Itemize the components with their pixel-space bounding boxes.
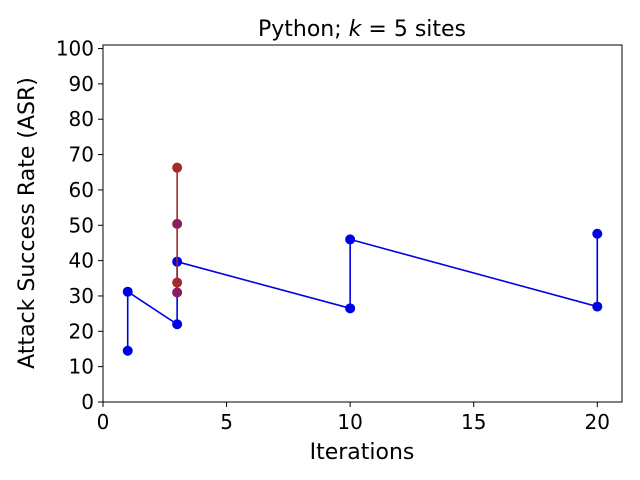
series-blue-point-5 xyxy=(345,234,356,245)
plot-marks xyxy=(122,162,603,356)
x-axis-ticks: 0 5 10 15 20 xyxy=(97,402,610,434)
series-red-point-0 xyxy=(172,277,183,288)
y-axis-label: Attack Success Rate (ASR) xyxy=(15,77,40,369)
chart-title-suffix: = 5 sites xyxy=(361,17,466,42)
series-blue-point-6 xyxy=(592,301,603,312)
y-tick-label-4: 40 xyxy=(69,249,94,273)
y-axis-ticks: 0 10 20 30 40 50 60 70 80 90 100 xyxy=(56,37,103,414)
y-tick-label-10: 100 xyxy=(56,37,94,61)
y-tick-label-2: 20 xyxy=(69,319,94,343)
y-tick-label-8: 80 xyxy=(69,107,94,131)
y-tick-label-1: 10 xyxy=(69,355,94,379)
y-tick-label-3: 30 xyxy=(69,284,94,308)
x-tick-label-1: 5 xyxy=(220,410,233,434)
overlap-point-0 xyxy=(172,218,183,229)
series-blue-line xyxy=(126,233,599,351)
series-blue-point-4 xyxy=(345,303,356,314)
series-blue-point-1 xyxy=(122,286,133,297)
series-blue-point-2 xyxy=(172,319,183,330)
x-tick-label-4: 20 xyxy=(585,410,610,434)
x-tick-label-0: 0 xyxy=(97,410,110,434)
series-red-point-1 xyxy=(172,162,183,173)
series-blue-point-0 xyxy=(122,345,133,356)
y-tick-label-5: 50 xyxy=(69,213,94,237)
y-tick-label-9: 90 xyxy=(69,72,94,96)
chart-title: Python; k = 5 sites xyxy=(258,17,466,42)
chart-title-var: k xyxy=(349,17,363,42)
plot-frame xyxy=(102,44,623,403)
chart-title-prefix: Python; xyxy=(258,17,349,42)
y-tick-label-6: 60 xyxy=(69,178,94,202)
y-tick-label-7: 70 xyxy=(69,143,94,167)
series-blue-point-7 xyxy=(592,228,603,239)
overlap-point-1 xyxy=(172,287,183,298)
x-tick-label-2: 10 xyxy=(337,410,362,434)
y-tick-label-0: 0 xyxy=(81,390,94,414)
x-axis-label: Iterations xyxy=(310,440,415,465)
x-tick-label-3: 15 xyxy=(461,410,486,434)
